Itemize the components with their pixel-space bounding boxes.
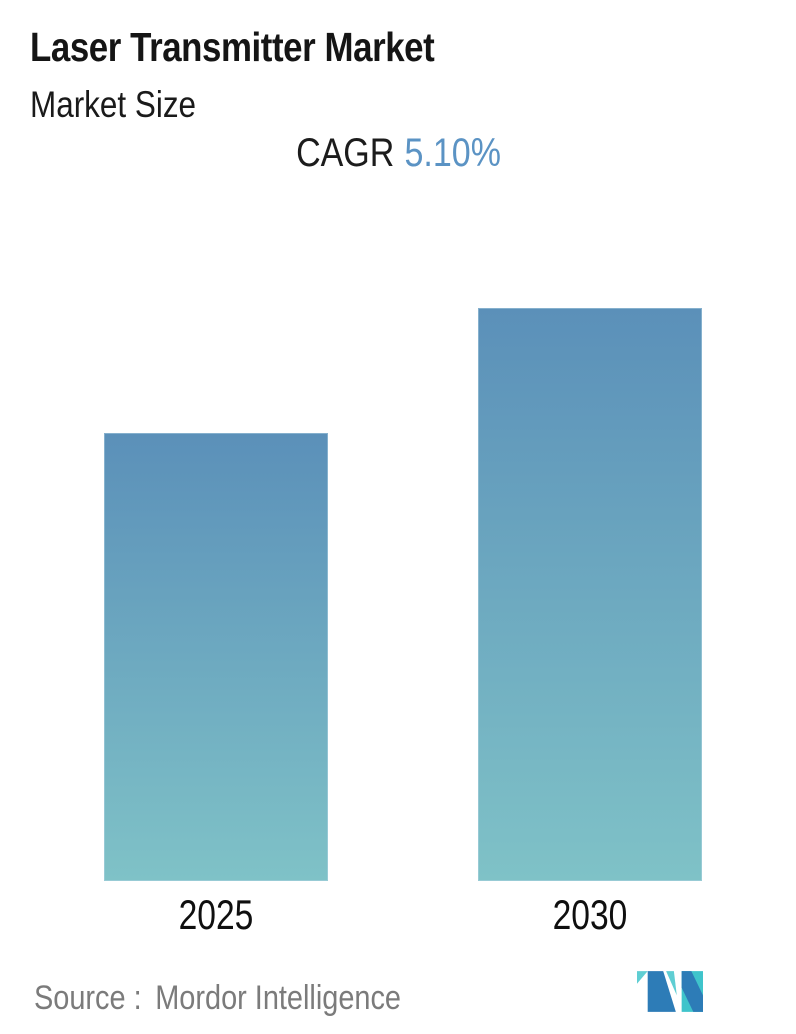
x-tick-2030: 2030 [552,891,628,938]
chart-subtitle: Market Size [30,84,197,125]
cagr-label: CAGR [295,131,394,175]
mordor-intelligence-logo [637,971,703,1012]
logo-teal-middle-triangle [666,971,677,996]
logo-blue-left-stroke [647,971,676,1012]
cagr-value: 5.10% [404,131,501,175]
source-value: Mordor Intelligence [155,979,402,1017]
x-tick-2025: 2025 [178,891,254,938]
logo-blue-right-diagonal [681,971,703,1012]
source-label: Source : [34,979,142,1017]
page-title: Laser Transmitter Market [30,24,435,70]
bar-2025 [104,433,328,881]
source-note: Source : Mordor Intelligence [34,979,401,1018]
cagr-line: CAGR 5.10% [0,131,796,176]
logo-teal-corner-triangle [637,971,648,984]
bar-2030 [478,308,702,881]
